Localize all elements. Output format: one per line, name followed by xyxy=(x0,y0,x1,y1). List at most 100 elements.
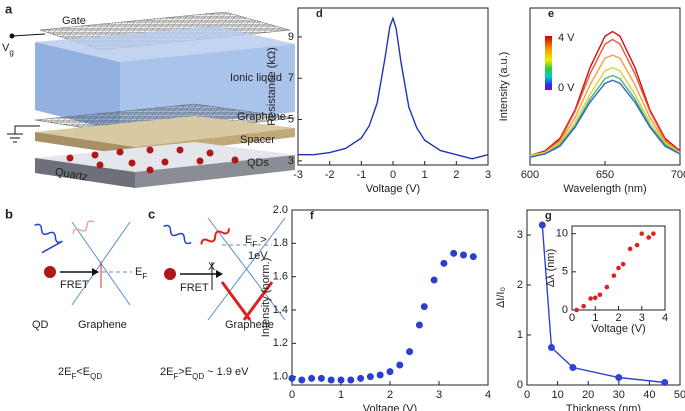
dot xyxy=(161,158,169,166)
charts: -3 -2 -1 0 1 2 3 3 5 7 9 d Voltage (V) Resistance (kΩ… xyxy=(260,7,685,411)
quartz-label: Quartz xyxy=(54,166,89,184)
y-tick-label: 3 xyxy=(288,155,294,167)
text: 2E xyxy=(160,366,173,378)
y-tick-label: 0 xyxy=(517,379,523,391)
x-tick-label: 30 xyxy=(613,389,625,401)
dot xyxy=(196,157,204,165)
text: 2E xyxy=(58,366,71,378)
data-point xyxy=(317,374,325,382)
photon xyxy=(163,224,192,245)
panel-c: c EF > 1eV X FRET Graphene 2EF>EQD ~ 1.9… xyxy=(148,206,286,381)
data-line xyxy=(529,38,681,157)
data-point xyxy=(588,296,593,301)
x-tick-label: 40 xyxy=(643,389,655,401)
photon xyxy=(34,223,63,254)
dot xyxy=(91,151,99,159)
y-tick-label: 1.8 xyxy=(273,237,288,249)
text: F xyxy=(71,372,76,381)
photon xyxy=(72,220,95,235)
data-point xyxy=(634,242,640,248)
y-tick-label: 3 xyxy=(517,229,523,241)
quartz-side xyxy=(135,155,295,188)
data-line xyxy=(529,74,681,158)
text: V xyxy=(2,42,10,54)
data-point xyxy=(627,246,633,252)
dot xyxy=(146,146,154,154)
x-tick-label: 1 xyxy=(592,312,598,324)
x-tick-label: 3 xyxy=(436,389,442,401)
data-point xyxy=(430,276,438,284)
y-axis-title: Resistance (kΩ) xyxy=(266,47,278,126)
panel-a: a Gate Vg Ionic liquid Graphene Spacer Q… xyxy=(2,1,296,188)
data-point xyxy=(615,374,623,381)
text: E xyxy=(135,266,142,278)
dot xyxy=(66,154,74,162)
data-point xyxy=(347,376,355,384)
text: F xyxy=(142,272,147,281)
x-tick-label: 3 xyxy=(485,169,491,181)
y-axis-title: Δλ (nm) xyxy=(545,249,557,288)
data-point xyxy=(639,231,645,236)
data-point xyxy=(592,295,598,301)
y-tick-label: 1.6 xyxy=(273,271,288,283)
y-tick-label: 5 xyxy=(562,266,568,278)
colorbar-label: 0 V xyxy=(558,82,575,94)
graphene-label: Graphene xyxy=(78,319,127,331)
dot xyxy=(176,146,184,154)
x-tick-label: 700 xyxy=(671,169,685,181)
spacer-front xyxy=(35,132,135,156)
data-point xyxy=(460,251,467,259)
data-point xyxy=(376,371,384,379)
x-tick-label: 1 xyxy=(422,169,428,181)
data-point xyxy=(386,368,394,376)
voltage-label: Vg xyxy=(2,42,14,57)
text: E xyxy=(245,234,252,246)
x-tick-label: 4 xyxy=(662,312,668,324)
quantum-dots xyxy=(66,146,239,174)
liquid-top xyxy=(35,26,295,62)
data-point xyxy=(420,303,428,311)
ground xyxy=(7,125,40,143)
data-point xyxy=(450,249,458,257)
wire xyxy=(11,33,46,37)
data-point xyxy=(308,374,316,382)
x-axis-title: Voltage (V) xyxy=(363,403,417,411)
x-tick-label: 10 xyxy=(551,389,563,401)
data-point xyxy=(396,361,404,369)
y-axis-title: Intensity (norm.) xyxy=(260,258,272,337)
x-axis-title: Thickness (nm) xyxy=(566,403,641,411)
blocked-mark: X xyxy=(208,261,216,273)
y-axis-title: ΔI/I₀ xyxy=(495,287,507,308)
y-tick-label: 5 xyxy=(288,113,294,125)
spacer-label: Spacer xyxy=(240,134,275,146)
plot-frame xyxy=(529,7,681,166)
x-tick-label: 3 xyxy=(639,312,645,324)
x-tick-label: 1 xyxy=(338,389,344,401)
dot xyxy=(128,159,136,167)
data-point xyxy=(547,344,555,351)
data-point xyxy=(538,221,546,229)
fermi-label: EF > xyxy=(245,234,267,249)
x-axis-title: Wavelength (nm) xyxy=(563,183,646,195)
x-tick-label: 4 xyxy=(485,389,491,401)
panel-label: b xyxy=(5,206,13,221)
panel-label: f xyxy=(310,210,314,222)
y-tick-label: 2 xyxy=(517,279,523,291)
colorbar-label: 4 V xyxy=(558,32,575,44)
y-tick-label: 0 xyxy=(562,304,568,316)
data-point xyxy=(469,253,477,261)
panel-label: g xyxy=(545,210,552,222)
data-point xyxy=(357,374,365,382)
data-point xyxy=(415,321,423,329)
data-point xyxy=(620,261,626,267)
qds-label: QDs xyxy=(247,157,270,169)
y-tick-label: 9 xyxy=(288,31,294,43)
y-tick-label: 1.0 xyxy=(273,371,288,383)
dot xyxy=(116,148,124,156)
data-point xyxy=(611,273,617,278)
dot xyxy=(146,166,154,174)
x-tick-label: 2 xyxy=(615,312,621,324)
x-tick-label: -1 xyxy=(356,169,366,181)
